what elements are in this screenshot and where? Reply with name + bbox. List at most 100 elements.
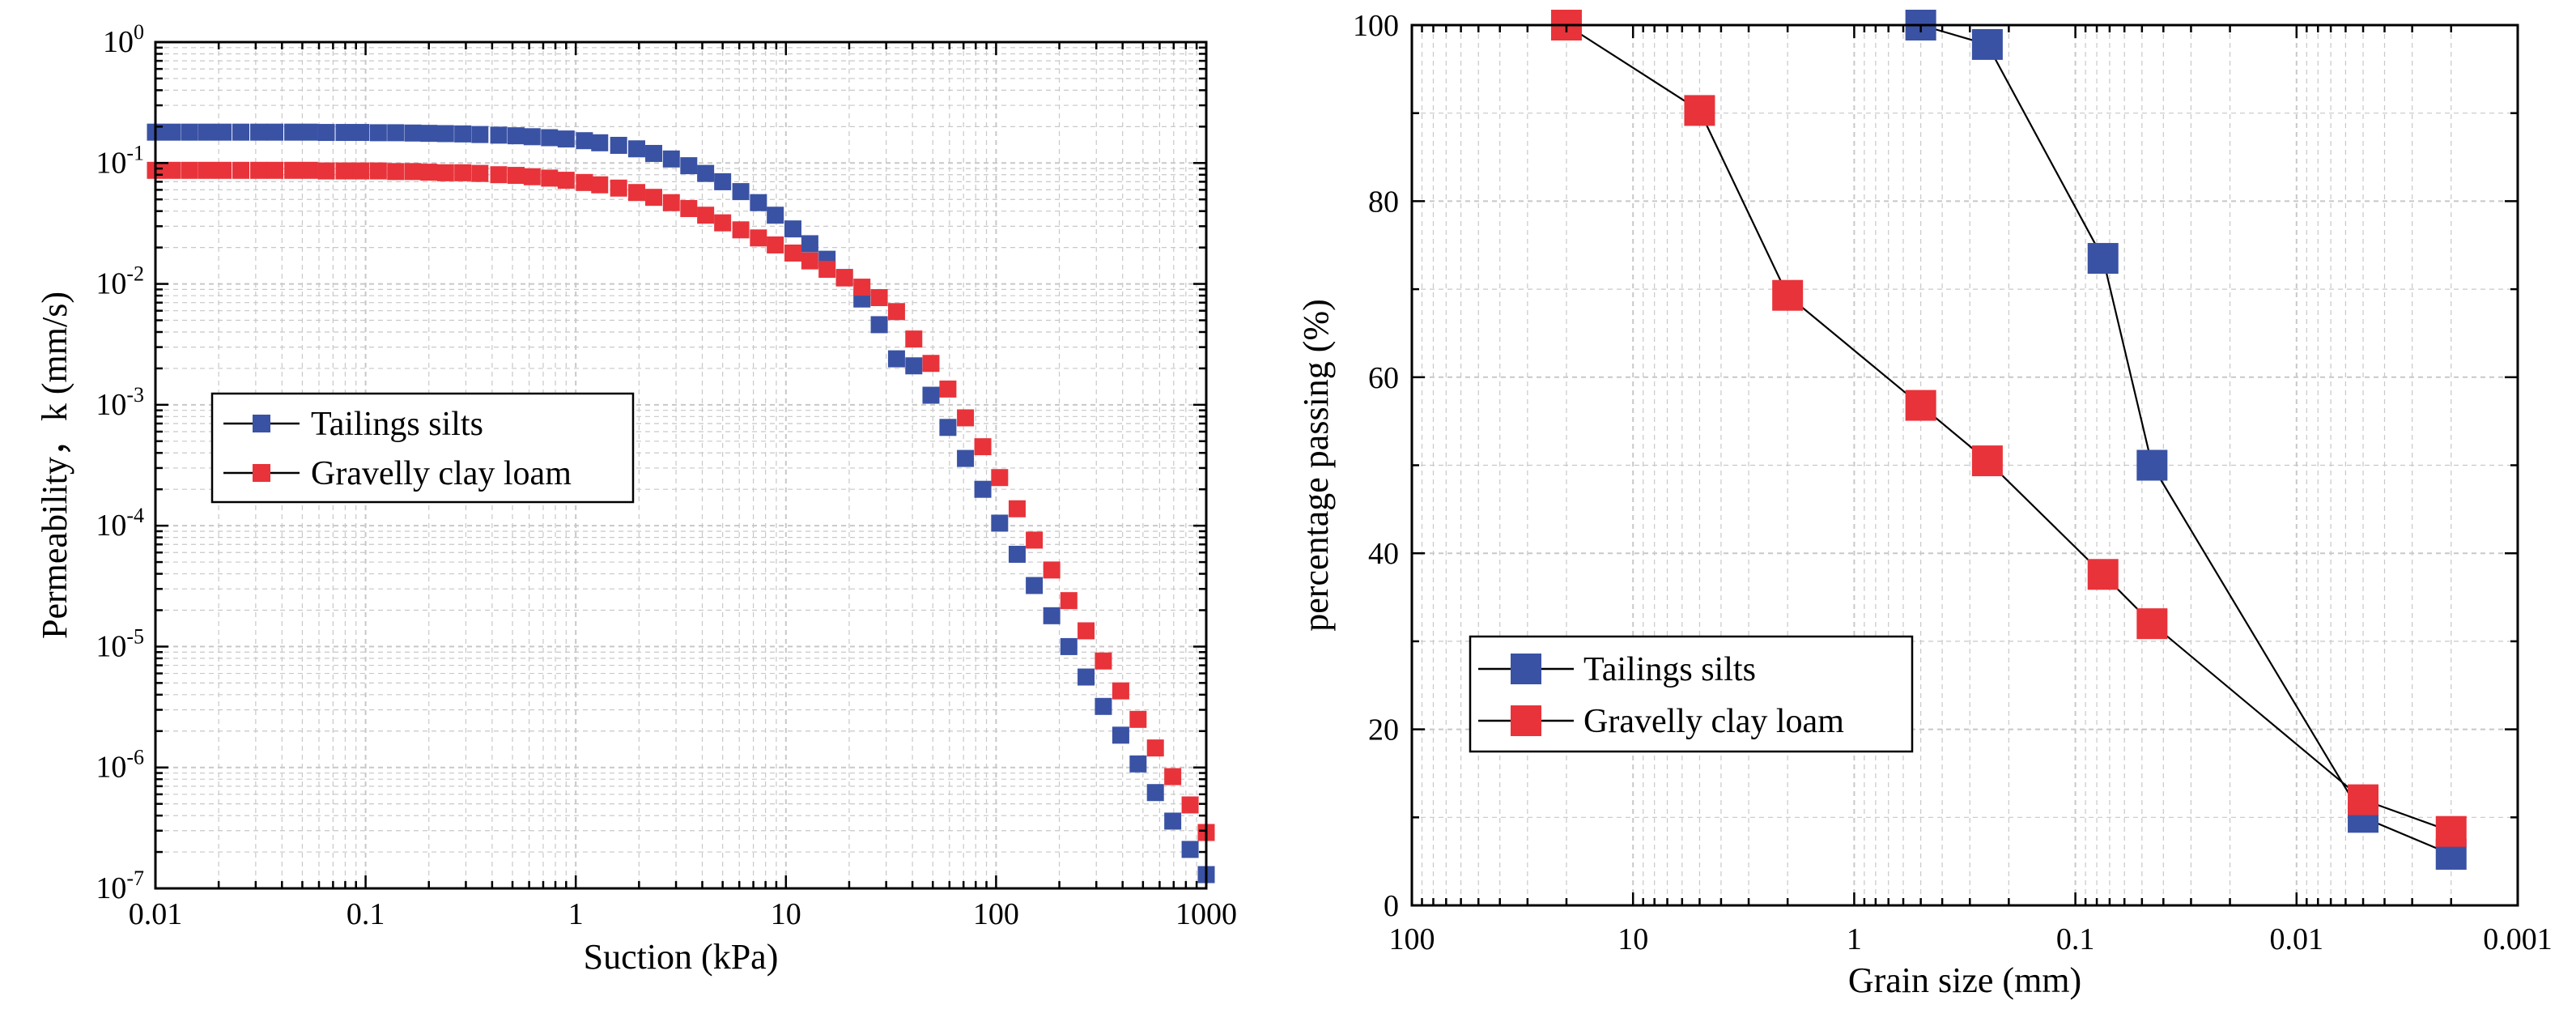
data-point <box>387 124 405 142</box>
y-tick-label: 10-4 <box>96 504 144 543</box>
data-point <box>335 124 353 142</box>
data-point <box>436 125 454 143</box>
plot-frame <box>154 40 1208 890</box>
data-point <box>471 164 489 182</box>
legend-label: Tailings silts <box>1583 651 1756 688</box>
data-point <box>1112 682 1129 700</box>
data-point <box>266 161 284 179</box>
data-point <box>490 166 508 184</box>
y-tick-label: 100 <box>1353 9 1399 43</box>
data-point <box>870 316 888 334</box>
data-point <box>591 176 609 194</box>
data-point <box>974 438 992 456</box>
data-point <box>1043 607 1061 624</box>
data-point <box>2348 784 2379 815</box>
data-point <box>974 480 992 498</box>
series-0-markers <box>1905 10 2467 870</box>
data-point <box>198 123 215 141</box>
data-point <box>335 162 353 180</box>
data-point <box>1078 622 1095 640</box>
data-point <box>957 449 975 467</box>
x-axis-title: Suction (kPa) <box>584 937 779 977</box>
x-tick-label: 0.01 <box>2270 922 2324 956</box>
data-point <box>905 357 923 375</box>
data-point <box>181 123 198 141</box>
data-point <box>1043 561 1061 579</box>
data-point <box>991 469 1009 487</box>
data-point <box>250 161 268 179</box>
series-1 <box>147 161 1215 841</box>
ticks <box>1410 23 2519 907</box>
data-point <box>454 164 472 181</box>
data-point <box>454 125 472 143</box>
y-tick-label: 60 <box>1368 361 1399 395</box>
data-point <box>404 163 422 181</box>
data-point <box>352 162 370 180</box>
data-point <box>784 244 801 262</box>
x-tick-label: 0.1 <box>346 897 385 931</box>
data-point <box>387 163 405 181</box>
x-tick-label: 1000 <box>1175 897 1237 931</box>
data-point <box>853 279 871 296</box>
data-point <box>557 172 575 189</box>
data-point <box>250 123 268 141</box>
data-point <box>266 123 284 141</box>
data-point <box>232 161 250 179</box>
ticks <box>154 40 1208 890</box>
legend: Tailings silts Gravelly clay loam <box>1469 635 1914 753</box>
grid-lines <box>1412 24 2519 906</box>
data-point <box>523 168 541 185</box>
data-point <box>300 161 318 179</box>
data-point <box>164 161 181 179</box>
data-point <box>697 164 715 182</box>
data-point <box>835 269 853 287</box>
data-point <box>317 124 335 142</box>
y-tick-label: 10-3 <box>96 383 144 422</box>
data-point <box>541 129 559 147</box>
data-point <box>2435 815 2467 847</box>
data-point <box>198 161 215 179</box>
data-point <box>215 161 232 179</box>
legend-box <box>210 392 635 504</box>
data-point <box>939 419 957 436</box>
legend-label: Gravelly clay loam <box>311 455 572 492</box>
data-point <box>1146 784 1164 802</box>
data-point <box>1008 545 1026 563</box>
data-point <box>784 220 801 238</box>
legend-marker <box>253 415 270 432</box>
data-point <box>1164 812 1182 830</box>
series-1-markers <box>1550 10 2467 847</box>
data-point <box>750 229 767 247</box>
legend-label: Tailings silts <box>311 406 483 443</box>
x-tick-label: 1 <box>568 897 584 931</box>
y-tick-label: 10-5 <box>96 624 144 663</box>
x-tick-label: 10 <box>771 897 801 931</box>
y-tick-label: 100 <box>103 20 144 59</box>
data-point <box>1060 592 1078 610</box>
data-point <box>576 132 593 150</box>
data-point <box>1905 390 1936 421</box>
x-tick-label: 1 <box>1847 922 1862 956</box>
data-point <box>369 124 387 142</box>
data-point <box>905 330 923 348</box>
data-point <box>887 350 905 368</box>
x-tick-label: 0.001 <box>2483 922 2553 956</box>
data-point <box>2136 608 2168 640</box>
y-tick-label: 80 <box>1368 185 1399 219</box>
data-point <box>991 514 1009 532</box>
data-point <box>1181 796 1199 814</box>
data-point <box>181 161 198 179</box>
data-point <box>627 140 645 158</box>
y-tick-label: 20 <box>1368 713 1399 747</box>
data-point <box>1008 500 1026 517</box>
data-point <box>1095 697 1112 715</box>
data-point <box>436 164 454 181</box>
data-point <box>767 236 784 253</box>
data-point <box>317 162 335 180</box>
data-point <box>1971 445 2003 477</box>
grain-size-chart: 100 10 1 0.1 0.01 0.001 0 20 40 60 80 100 Grain size… <box>1296 9 2553 1000</box>
data-point <box>232 123 250 141</box>
data-point <box>750 194 767 211</box>
data-point <box>557 130 575 148</box>
data-point <box>801 235 818 253</box>
